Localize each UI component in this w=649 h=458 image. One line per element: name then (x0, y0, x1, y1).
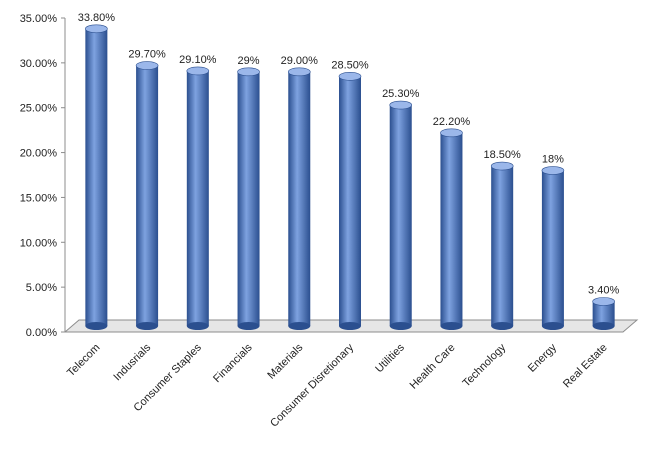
bar-base (136, 322, 159, 330)
bar-top (135, 61, 159, 70)
data-label: 18% (542, 154, 564, 166)
bar (287, 67, 311, 330)
data-label: 3.40% (588, 284, 619, 296)
y-tick-label: 20.00% (20, 148, 58, 160)
category-label: Technology (460, 341, 508, 389)
data-label: 29.00% (281, 55, 319, 67)
category-label: Energy (526, 341, 559, 374)
bar-body (136, 65, 159, 326)
data-label: 29% (238, 55, 260, 67)
category-label: Health Care (408, 342, 458, 392)
bar (389, 100, 413, 330)
bar (85, 24, 108, 330)
data-label: 28.50% (331, 59, 369, 71)
category-label: Utilities (373, 341, 407, 375)
bar-top (389, 100, 413, 110)
bar-body (339, 76, 361, 326)
bar-body (541, 170, 564, 326)
bar (440, 128, 463, 330)
data-label: 29.70% (128, 49, 166, 61)
category-label: Indusrials (111, 341, 153, 383)
bar-base (339, 322, 361, 330)
bar-body (237, 71, 260, 326)
bar-body (491, 166, 514, 326)
y-tick-label: 5.00% (26, 282, 57, 294)
bar-top (592, 297, 615, 306)
bar-body (389, 105, 412, 326)
category-label: Consumer Disretionary (268, 341, 356, 429)
category-label: Real Estate (561, 342, 610, 391)
data-label: 22.20% (433, 116, 471, 128)
bar-base (440, 322, 463, 330)
bar-top (186, 66, 210, 76)
bar-base (592, 322, 615, 330)
bar (237, 67, 260, 330)
bar-body (592, 301, 615, 326)
bar-top (541, 166, 565, 175)
bar-layer (85, 24, 615, 330)
y-tick-label: 35.00% (20, 13, 58, 25)
y-tick-label: 15.00% (20, 192, 58, 204)
bar-top (85, 24, 108, 34)
y-tick-label: 25.00% (20, 103, 58, 115)
category-label: Telecom (65, 342, 102, 379)
bar-base (237, 322, 260, 330)
bar-base (288, 322, 311, 330)
bar-top (338, 72, 362, 81)
bar (338, 72, 362, 330)
bar-body (440, 132, 463, 326)
bar (490, 161, 514, 330)
bar-top (490, 161, 514, 171)
bar (592, 297, 615, 330)
category-label: Financials (211, 341, 255, 385)
bar-base (186, 322, 209, 330)
bar-top (440, 128, 463, 138)
y-tick-label: 30.00% (20, 58, 58, 70)
bar-base (85, 322, 108, 330)
bar-top (237, 67, 260, 77)
bar-base (491, 322, 514, 330)
category-label: Materials (265, 341, 305, 381)
bar-base (389, 322, 412, 330)
bar-top (287, 67, 311, 77)
data-label: 25.30% (382, 88, 420, 100)
data-label: 18.50% (484, 149, 522, 161)
bar-body (288, 71, 311, 326)
bar-body (186, 70, 209, 326)
bar-body (85, 28, 108, 326)
bar (541, 166, 565, 330)
y-tick-label: 10.00% (20, 237, 58, 249)
y-tick-label: 0.00% (26, 327, 57, 339)
bar (186, 66, 210, 330)
data-label: 29.10% (179, 54, 217, 66)
bar-base (541, 322, 564, 330)
bar (135, 61, 159, 330)
data-label: 33.80% (78, 12, 116, 24)
